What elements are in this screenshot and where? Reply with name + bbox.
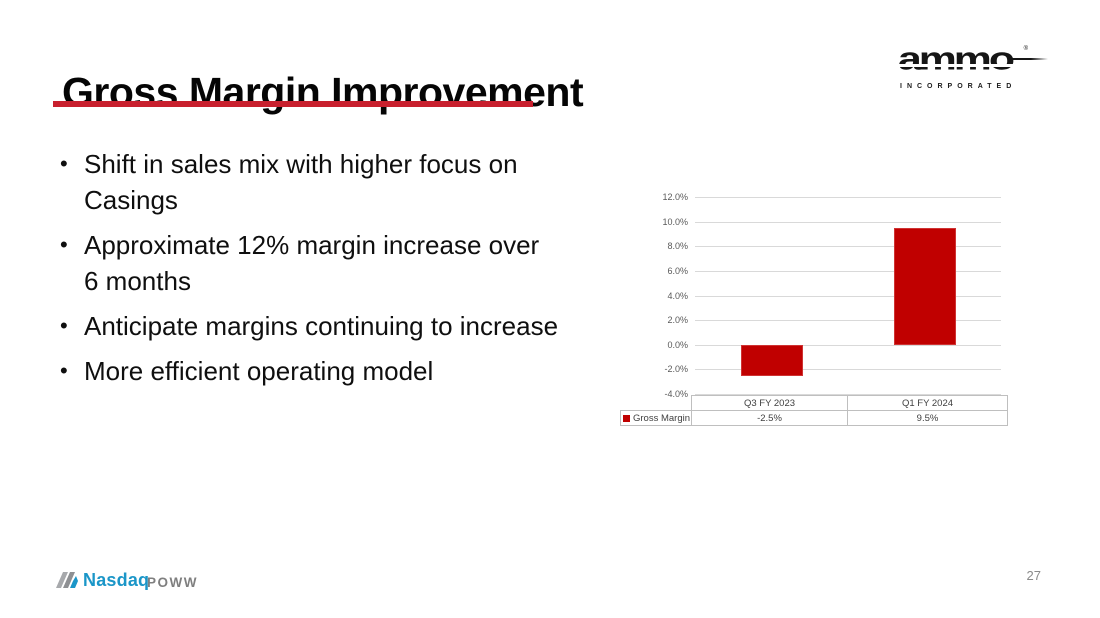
registered-trademark-icon: ® [1023, 46, 1028, 52]
bullet-text: Shift in sales mix with higher focus on … [84, 149, 518, 215]
value-cell: 9.5% [847, 410, 1008, 426]
list-item: • Shift in sales mix with higher focus o… [60, 146, 560, 218]
category-header-cell: Q1 FY 2024 [847, 395, 1008, 411]
y-axis-tick-label: -2.0% [664, 364, 688, 375]
bullet-text: Anticipate margins continuing to increas… [84, 311, 559, 341]
bullet-icon: • [60, 313, 68, 338]
legend-label: Gross Margin [633, 412, 691, 424]
y-axis-tick-label: 12.0% [662, 192, 688, 202]
y-axis-tick-label: 0.0% [667, 339, 688, 350]
chart-bar [893, 227, 956, 345]
y-axis-tick-label: 8.0% [667, 241, 688, 252]
nasdaq-wordmark: Nasdaq [83, 569, 150, 590]
legend-swatch-icon [623, 414, 630, 422]
gridline [695, 246, 1001, 248]
value-cell: -2.5% [691, 410, 848, 426]
chart-plot [695, 197, 1001, 395]
gridline [695, 320, 1001, 322]
chart-bar [740, 344, 803, 376]
legend-cell: Gross Margin [620, 410, 692, 426]
bullet-icon: • [60, 232, 68, 257]
nasdaq-ribbon-icon [56, 572, 78, 588]
chart-data-table: Q3 FY 2023 Q1 FY 2024 Gross Margin -2.5%… [620, 395, 1008, 426]
ticker-symbol: POWW [147, 575, 198, 590]
bullet-text: More efficient operating model [84, 356, 434, 386]
ammo-logo: ammo ® INCORPORATED [898, 40, 1048, 90]
table-row: Gross Margin -2.5% 9.5% [620, 410, 1008, 426]
list-item: • Anticipate margins continuing to incre… [60, 308, 560, 344]
ammo-incorporated-label: INCORPORATED [900, 83, 1017, 90]
y-axis-tick-label: 10.0% [662, 216, 688, 227]
category-header-cell: Q3 FY 2023 [691, 395, 848, 411]
page-number: 27 [1026, 568, 1041, 583]
gridline [695, 369, 1001, 371]
bullet-icon: • [60, 151, 68, 176]
gridline [695, 344, 1001, 346]
ammo-wordmark: ammo ® [898, 40, 1048, 82]
gridline [695, 197, 1001, 198]
gridline [695, 295, 1001, 297]
chart-y-axis: 12.0% 10.0% 8.0% 6.0% 4.0% 2.0% 0.0% -2.0% -4.0% [620, 192, 688, 399]
y-axis-tick-label: 2.0% [667, 315, 688, 326]
gridline [695, 394, 1001, 395]
list-item: • More efficient operating model [60, 353, 560, 389]
gridline [695, 221, 1001, 223]
list-item: • Approximate 12% margin increase over 6… [60, 227, 560, 299]
gridline [695, 270, 1001, 272]
bullet-list: • Shift in sales mix with higher focus o… [60, 146, 560, 398]
title-underline-rule [53, 101, 533, 107]
ammo-swoosh-line [1010, 58, 1048, 60]
y-axis-tick-label: 6.0% [667, 265, 688, 276]
y-axis-tick-label: -4.0% [664, 389, 688, 399]
page-title: Gross Margin Improvement [62, 69, 584, 116]
ammo-wordmark-text: ammo [898, 40, 1015, 77]
bullet-icon: • [60, 358, 68, 383]
nasdaq-logo: Nasdaq [55, 567, 149, 593]
table-row: Q3 FY 2023 Q1 FY 2024 [621, 395, 1008, 411]
gross-margin-chart: 12.0% 10.0% 8.0% 6.0% 4.0% 2.0% 0.0% -2.0% -4.0%… [620, 188, 1012, 428]
y-axis-tick-label: 4.0% [667, 290, 688, 301]
table-corner-cell [621, 396, 692, 411]
ammo-wordmark-stripe [898, 64, 1026, 67]
bullet-text: Approximate 12% margin increase over 6 m… [84, 230, 540, 296]
